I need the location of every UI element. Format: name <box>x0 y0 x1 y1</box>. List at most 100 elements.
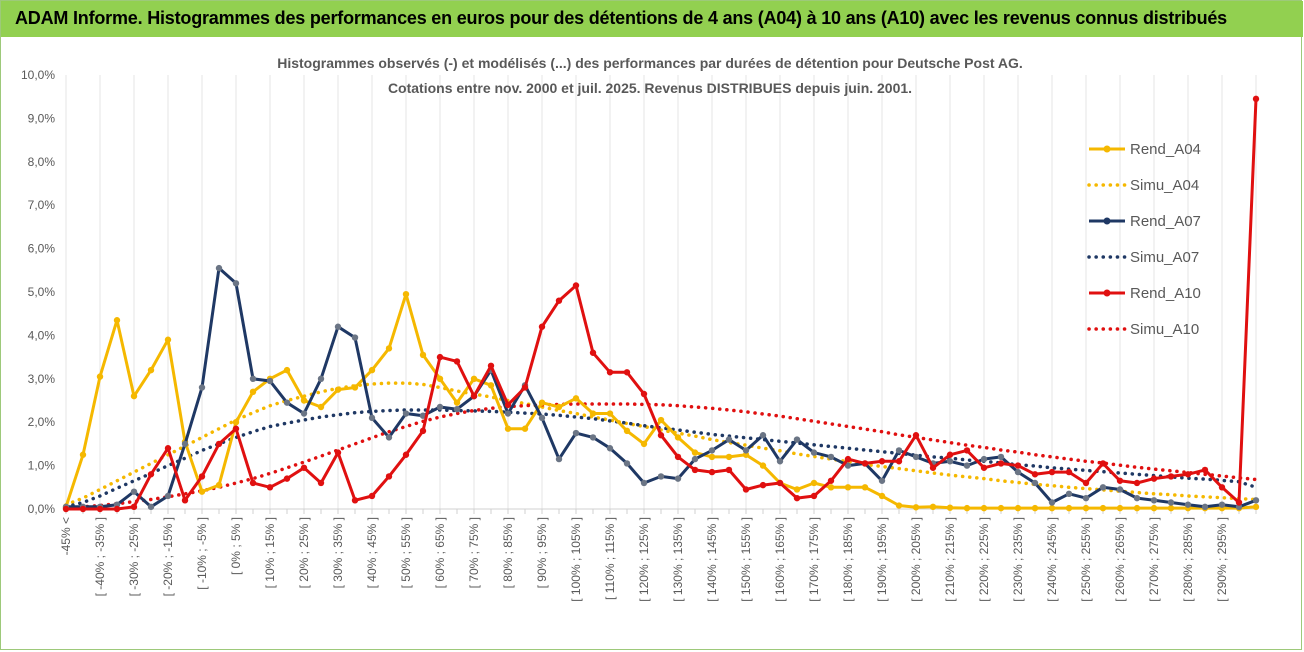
data-point <box>589 349 597 356</box>
series-Rend_A04 <box>62 290 1260 512</box>
data-point <box>402 451 410 458</box>
data-point <box>487 362 495 369</box>
data-point <box>776 479 784 487</box>
x-tick-label: [ 180% ; 185% ] <box>841 517 855 602</box>
data-point <box>912 504 920 511</box>
data-point <box>742 447 750 454</box>
series-Simu_A07 <box>64 408 1258 509</box>
data-point <box>878 492 886 500</box>
data-point <box>674 434 682 441</box>
x-tick-label: [ 270% ; 275% ] <box>1147 517 1161 602</box>
data-point <box>980 455 988 463</box>
data-point <box>1082 479 1090 487</box>
data-point <box>895 502 903 509</box>
data-point <box>96 505 104 513</box>
data-point <box>997 453 1005 461</box>
data-point <box>1116 504 1124 512</box>
data-point <box>708 468 716 476</box>
data-point <box>147 503 155 511</box>
data-point <box>827 484 835 491</box>
data-point <box>1099 504 1107 512</box>
data-point <box>538 414 546 422</box>
data-point <box>708 453 716 461</box>
data-point <box>1116 477 1124 484</box>
data-point <box>1201 466 1209 474</box>
data-point <box>912 453 920 461</box>
x-tick-label: [ 290% ; 295% ] <box>1215 517 1229 602</box>
data-point <box>79 505 87 513</box>
x-tick-label: [ 130% ; 135% ] <box>671 517 685 602</box>
legend-marker <box>1103 145 1111 153</box>
data-point <box>283 475 291 482</box>
data-point <box>1218 501 1226 508</box>
data-point <box>521 384 529 391</box>
data-point <box>147 366 155 374</box>
data-point <box>708 447 716 454</box>
data-point <box>385 473 393 480</box>
x-axis <box>65 508 1257 514</box>
legend-entry: Simu_A04 <box>1087 177 1199 194</box>
x-tick-label: [ 190% ; 195% ] <box>875 517 889 602</box>
data-point <box>725 466 733 474</box>
data-point <box>793 486 801 493</box>
data-point <box>317 479 325 487</box>
data-point <box>980 504 988 512</box>
data-point <box>1065 468 1073 476</box>
data-point <box>198 488 206 495</box>
data-point <box>1167 499 1175 506</box>
data-point <box>1167 504 1175 512</box>
data-point <box>1252 497 1260 504</box>
data-point <box>963 504 971 512</box>
legend-marker <box>1103 289 1111 297</box>
report-title: ADAM Informe. Histogrammes des performan… <box>15 8 1227 28</box>
y-tick-label: 8,0% <box>28 155 56 169</box>
data-point <box>1014 504 1022 512</box>
data-point <box>555 403 563 411</box>
data-point <box>113 317 121 324</box>
series-line <box>66 266 1257 509</box>
data-point <box>368 414 376 422</box>
data-point <box>1099 460 1107 467</box>
report-banner: ADAM Informe. Histogrammes des performan… <box>1 1 1303 37</box>
y-tick-label: 1,0% <box>28 459 56 473</box>
data-point <box>1048 468 1056 476</box>
x-tick-label: [ 240% ; 245% ] <box>1045 517 1059 602</box>
legend-entry: Rend_A10 <box>1089 285 1201 302</box>
x-tick-label: -45% < <box>59 517 73 555</box>
data-point <box>1048 499 1056 506</box>
data-point <box>1031 504 1039 512</box>
x-tick-label: [ 100% ; 105% ] <box>569 517 583 602</box>
data-point <box>1150 497 1158 504</box>
data-point <box>674 475 682 482</box>
data-point <box>436 403 444 411</box>
y-tick-label: 7,0% <box>28 198 56 212</box>
data-point <box>929 503 937 511</box>
data-point <box>1048 504 1056 512</box>
data-point <box>1235 499 1243 506</box>
data-point <box>1031 479 1039 487</box>
x-tick-label: [ 60% ; 65% ] <box>433 517 447 588</box>
data-point <box>504 425 512 432</box>
data-point <box>606 410 614 417</box>
legend-entry: Rend_A04 <box>1089 141 1201 158</box>
data-point <box>606 445 614 452</box>
data-point <box>1133 479 1141 487</box>
data-point <box>1201 503 1209 511</box>
data-point <box>1014 462 1022 469</box>
data-point <box>181 497 189 504</box>
data-point <box>861 484 869 491</box>
data-point <box>691 455 699 463</box>
data-point <box>776 458 784 465</box>
y-axis-ticks: 0,0% 1,0% 2,0% 3,0% 4,0% 5,0% 6,0% 7,0% 8,0% 9,0%… <box>21 68 55 516</box>
x-tick-label: [ 260% ; 265% ] <box>1113 517 1127 602</box>
series-Simu_A10 <box>64 402 1258 510</box>
x-tick-label: [ 220% ; 225% ] <box>977 517 991 602</box>
data-point <box>844 455 852 463</box>
data-point <box>1184 501 1192 508</box>
data-point <box>657 416 665 424</box>
data-point <box>504 410 512 417</box>
data-point <box>504 401 512 409</box>
legend-entry: Simu_A07 <box>1087 249 1199 266</box>
x-tick-label: [ 160% ; 165% ] <box>773 517 787 602</box>
legend-label: Simu_A10 <box>1130 321 1199 338</box>
